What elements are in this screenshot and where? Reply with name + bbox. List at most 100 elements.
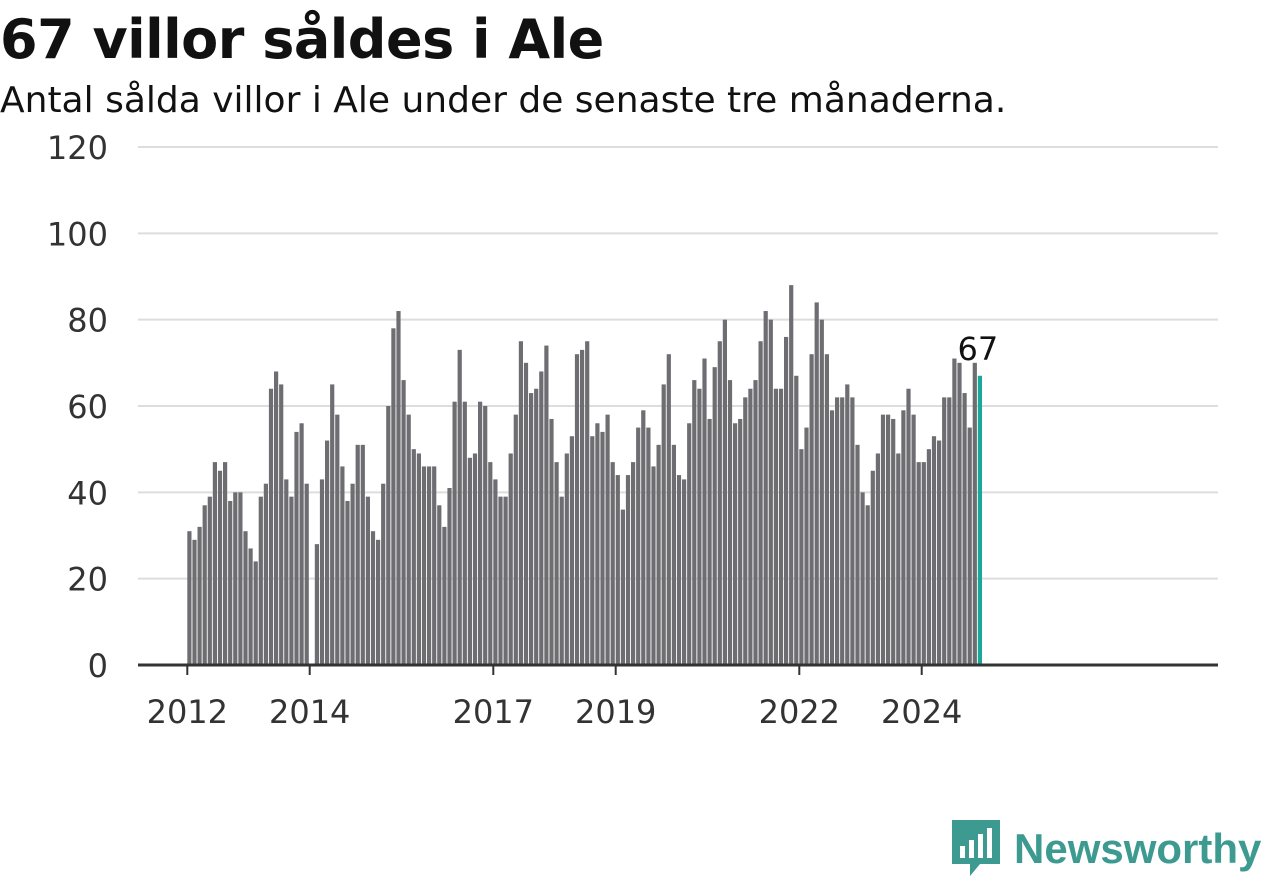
y-tick-label: 80 [67, 302, 108, 340]
bar [360, 444, 365, 665]
bar [850, 397, 855, 665]
bar [340, 466, 345, 665]
bar [421, 466, 427, 665]
bar [411, 449, 416, 665]
bar [304, 483, 309, 665]
bar [880, 414, 886, 665]
bar [753, 380, 758, 665]
bar [289, 496, 294, 665]
bar-highlight [977, 375, 982, 665]
bar [937, 440, 942, 665]
y-tick-label: 20 [67, 561, 108, 599]
bar [733, 423, 738, 665]
bar [493, 479, 498, 665]
y-tick-label: 0 [88, 647, 108, 685]
bar [472, 453, 478, 665]
bar [406, 414, 411, 665]
bar [335, 414, 340, 665]
bar [615, 475, 620, 665]
bar [559, 496, 564, 665]
bar [416, 453, 421, 665]
x-tick-label: 2024 [881, 693, 962, 731]
bar [962, 393, 967, 665]
bar [697, 388, 702, 665]
bar [299, 423, 304, 665]
bar [483, 406, 488, 665]
bar [217, 470, 223, 665]
bar [870, 470, 875, 665]
bar [600, 431, 605, 665]
bar [503, 496, 508, 665]
bar [263, 483, 268, 665]
bar [529, 393, 534, 665]
bar [534, 388, 539, 665]
bar [457, 349, 462, 665]
bar [671, 444, 676, 665]
y-tick-label: 120 [47, 129, 108, 167]
bar [574, 354, 580, 665]
bar [391, 328, 396, 665]
bar [564, 453, 569, 665]
bar [835, 397, 840, 665]
y-tick-label: 40 [67, 474, 108, 512]
x-tick-label: 2017 [453, 693, 534, 731]
bar [325, 440, 330, 665]
bar [294, 431, 299, 665]
bar [258, 496, 263, 665]
bar [279, 384, 284, 665]
bar [666, 354, 671, 665]
bar [442, 526, 447, 665]
bar [855, 444, 860, 665]
x-tick-label: 2012 [147, 693, 228, 731]
bar [931, 436, 937, 665]
bar [748, 388, 753, 665]
bar [819, 319, 824, 665]
bar [345, 500, 350, 665]
bar [396, 311, 401, 665]
bar [284, 479, 289, 665]
bar [610, 462, 615, 665]
bar [784, 336, 789, 665]
brand-logo: Newsworthy [950, 818, 1261, 880]
bar [743, 397, 748, 665]
bar [467, 457, 472, 665]
bar [207, 496, 212, 665]
bar [906, 388, 911, 665]
bar [462, 401, 467, 665]
bar [682, 479, 687, 665]
bar [758, 341, 763, 665]
bar [580, 349, 585, 665]
bar [319, 479, 325, 665]
bar [625, 475, 631, 665]
bar [768, 319, 773, 665]
bar [865, 505, 870, 665]
bar [778, 388, 784, 665]
bar [590, 436, 595, 665]
bar [957, 362, 962, 665]
bar [661, 384, 666, 665]
bar [248, 548, 253, 665]
bar [799, 449, 804, 665]
y-tick-label: 100 [47, 215, 108, 253]
bar [370, 531, 376, 665]
chart-subtitle: Antal sålda villor i Ale under de senast… [0, 80, 1007, 121]
bar [274, 371, 279, 665]
bar [656, 444, 661, 665]
bar [809, 354, 814, 665]
bar [544, 345, 549, 665]
y-tick-label: 60 [67, 388, 108, 426]
bar [518, 341, 523, 665]
bar [860, 492, 865, 665]
bar [478, 401, 483, 665]
bar [554, 462, 559, 665]
bar [631, 462, 636, 665]
bar [386, 406, 391, 665]
bar [253, 561, 258, 665]
bar [620, 509, 625, 665]
bar [197, 526, 202, 665]
bar [804, 427, 809, 665]
bar [840, 397, 845, 665]
bar [437, 505, 442, 665]
bar [646, 427, 651, 665]
